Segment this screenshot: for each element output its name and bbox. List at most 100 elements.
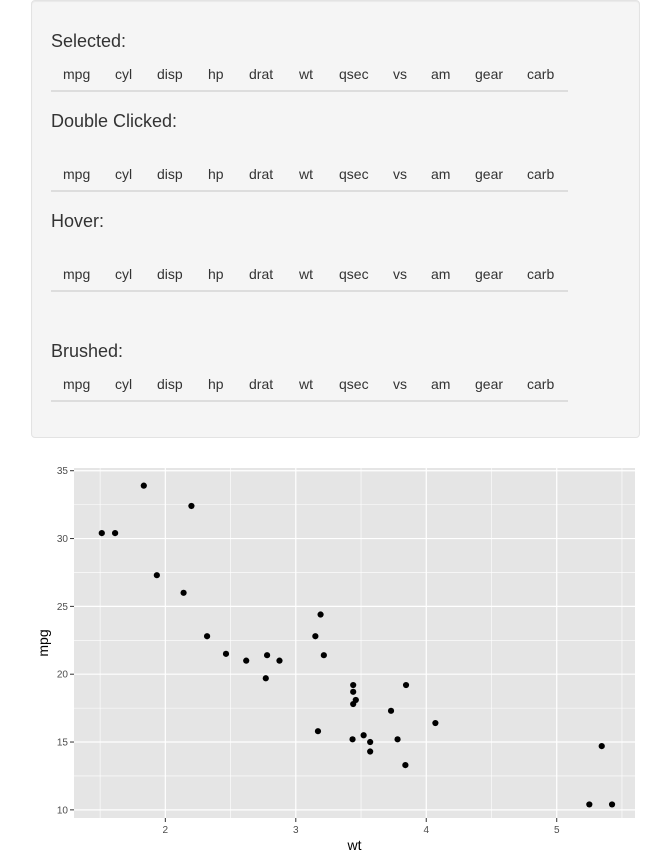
data-point	[360, 732, 367, 739]
column-header-disp: disp	[157, 266, 183, 282]
data-point	[350, 688, 357, 695]
selected-heading: Selected:	[51, 31, 127, 51]
x-tick-label: 3	[293, 825, 299, 836]
data-point	[203, 633, 211, 640]
column-header-hp: hp	[208, 166, 224, 182]
column-header-drat: drat	[249, 266, 274, 282]
data-point	[349, 736, 356, 743]
column-header-drat: drat	[249, 376, 274, 392]
column-header-drat: drat	[249, 66, 274, 82]
axis-ticks: 2 3 4 5 10 15 20 25 30 35	[57, 466, 560, 836]
column-header-am: am	[431, 376, 451, 392]
column-header-disp: disp	[157, 166, 183, 182]
major-gridlines	[74, 468, 635, 818]
data-point	[243, 657, 250, 664]
data-point	[608, 801, 616, 808]
data-points	[98, 482, 616, 808]
data-point	[314, 728, 322, 735]
column-header-am: am	[431, 166, 451, 182]
column-header-mpg: mpg	[63, 66, 91, 82]
data-point	[312, 633, 319, 640]
data-point	[180, 589, 187, 596]
column-header-hp: hp	[208, 266, 224, 282]
column-header-qsec: qsec	[339, 166, 369, 182]
column-header-cyl: cyl	[115, 166, 133, 182]
data-point	[402, 761, 409, 769]
column-header-wt: wt	[299, 66, 313, 82]
column-header-wt: wt	[299, 266, 313, 282]
data-point	[276, 657, 283, 664]
column-header-cyl: cyl	[115, 376, 133, 392]
mpg-vs-wt-scatter-plot[interactable]: 2 3 4 5 10 15 20 25 30 35 wt mpg	[0, 450, 672, 860]
data-point	[598, 743, 605, 750]
double-clicked-table: mpg cyl disp hp drat wt qsec vs am gear carb	[51, 158, 568, 192]
data-point	[586, 801, 593, 808]
column-header-qsec: qsec	[339, 266, 369, 282]
data-point	[402, 681, 410, 689]
column-header-carb: carb	[527, 66, 555, 82]
y-tick-label: 10	[57, 805, 69, 816]
column-header-am: am	[431, 66, 451, 82]
column-header-wt: wt	[299, 376, 313, 392]
column-header-hp: hp	[208, 66, 224, 82]
data-point	[222, 650, 230, 657]
column-header-gear: gear	[475, 376, 504, 392]
column-header-cyl: cyl	[115, 266, 133, 282]
x-tick-label: 4	[423, 825, 429, 836]
column-header-disp: disp	[157, 66, 183, 82]
column-header-carb: carb	[527, 266, 555, 282]
data-point	[98, 530, 105, 537]
x-axis-label: wt	[347, 837, 362, 853]
double-clicked-heading: Double Clicked:	[51, 111, 178, 131]
column-header-gear: gear	[475, 66, 504, 82]
column-header-carb: carb	[527, 376, 555, 392]
brushed-heading: Brushed:	[51, 341, 124, 361]
x-tick-label: 5	[554, 825, 560, 836]
data-point	[350, 681, 357, 689]
data-point	[367, 748, 374, 755]
data-point	[111, 530, 119, 537]
column-header-mpg: mpg	[63, 266, 91, 282]
column-header-gear: gear	[475, 266, 504, 282]
y-tick-label: 15	[57, 738, 69, 749]
column-header-am: am	[431, 266, 451, 282]
data-point	[367, 738, 374, 746]
column-header-mpg: mpg	[63, 376, 91, 392]
data-point	[153, 572, 160, 579]
column-header-cyl: cyl	[115, 66, 133, 82]
column-header-drat: drat	[249, 166, 274, 182]
column-header-disp: disp	[157, 376, 183, 392]
data-point	[387, 707, 395, 714]
y-tick-label: 35	[57, 466, 69, 477]
column-header-vs: vs	[393, 66, 407, 82]
minor-gridlines	[74, 468, 635, 818]
column-header-qsec: qsec	[339, 66, 369, 82]
data-point	[317, 611, 324, 618]
data-point	[350, 700, 357, 708]
data-point	[188, 502, 195, 510]
column-header-carb: carb	[527, 166, 555, 182]
column-header-vs: vs	[393, 376, 407, 392]
column-header-gear: gear	[475, 166, 504, 182]
y-tick-label: 20	[57, 670, 69, 681]
brushed-table: mpg cyl disp hp drat wt qsec vs am gear carb	[51, 368, 568, 402]
info-well: Selected: mpg cyl disp hp drat wt qsec vs am gear…	[31, 0, 640, 438]
data-point	[263, 652, 271, 659]
data-point	[432, 719, 439, 727]
data-point	[140, 482, 147, 489]
data-point	[394, 736, 401, 743]
selected-table: mpg cyl disp hp drat wt qsec vs am gear carb	[51, 58, 568, 92]
plot-panel[interactable]	[74, 468, 635, 818]
column-header-vs: vs	[393, 266, 407, 282]
column-header-hp: hp	[208, 376, 224, 392]
column-header-qsec: qsec	[339, 376, 369, 392]
x-tick-label: 2	[163, 825, 169, 836]
data-point	[320, 652, 327, 659]
column-header-wt: wt	[299, 166, 313, 182]
column-header-vs: vs	[393, 166, 407, 182]
data-point	[262, 675, 269, 682]
column-header-mpg: mpg	[63, 166, 91, 182]
y-tick-label: 25	[57, 602, 69, 613]
hover-table: mpg cyl disp hp drat wt qsec vs am gear carb	[51, 258, 568, 292]
y-tick-label: 30	[57, 534, 69, 545]
